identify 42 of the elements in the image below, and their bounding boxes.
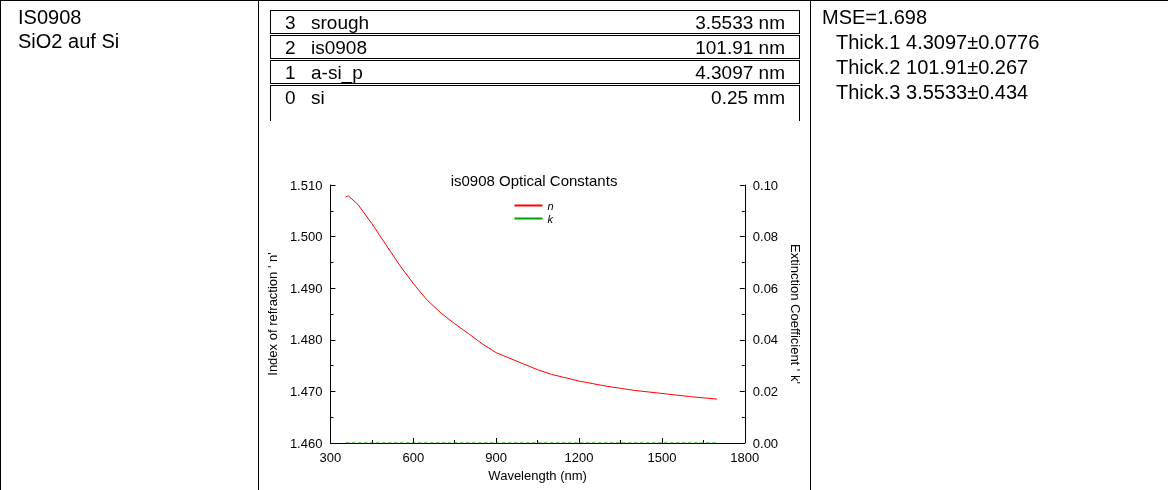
y-tick-label: 1.460 (289, 435, 323, 451)
text: 101.91 nm (695, 37, 785, 59)
y2-tick-label: 0.08 (752, 229, 779, 245)
y-axis-title: Index of refraction ' n' (265, 252, 280, 376)
y2-tick-label: 0.10 (752, 177, 779, 193)
x-tick-label: 1800 (730, 450, 760, 465)
legend-label: k (547, 212, 554, 225)
y2-tick-label: 0.00 (752, 435, 779, 451)
text: MSE=1.698 (822, 6, 928, 29)
y-tick-label: 1.490 (289, 280, 323, 296)
y-tick-label: 1.500 (289, 229, 323, 245)
text: 3 (285, 12, 296, 34)
text: 2 (285, 37, 296, 59)
text: a-si_p (311, 62, 363, 84)
y2-tick-label: 0.06 (752, 280, 779, 296)
x-tick-label: 600 (402, 450, 425, 465)
y2-axis-title: Extinction Coefficient ' k' (788, 244, 803, 384)
text: 4.3097 nm (695, 62, 785, 84)
text: srough (311, 12, 370, 34)
y2-tick-label: 0.04 (752, 332, 779, 348)
y-tick-label: 1.470 (289, 383, 323, 399)
text: Thick.2 101.91±0.267 (836, 56, 1029, 79)
text: 3.5533 nm (695, 12, 785, 34)
y2-tick-label: 0.02 (752, 383, 779, 399)
x-tick-label: 900 (485, 450, 508, 465)
y-tick-label: 1.480 (289, 332, 323, 348)
text: SiO2 auf Si (18, 30, 120, 53)
text: Thick.3 3.5533±0.434 (836, 81, 1029, 104)
text: 1 (285, 62, 296, 84)
text: 0.25 mm (711, 87, 785, 109)
text: IS0908 (18, 6, 82, 29)
text: si (311, 87, 325, 109)
text: Thick.1 4.3097±0.0776 (836, 31, 1040, 54)
text: is0908 (311, 37, 367, 59)
y-tick-label: 1.510 (289, 177, 323, 193)
chart-title: is0908 Optical Constants (450, 172, 618, 189)
x-tick-label: 1200 (564, 450, 594, 465)
text: 0 (285, 87, 296, 109)
x-axis-title: Wavelength (nm) (488, 467, 587, 483)
legend-label: n (547, 199, 554, 212)
x-tick-label: 300 (319, 450, 342, 465)
x-tick-label: 1500 (647, 450, 677, 465)
